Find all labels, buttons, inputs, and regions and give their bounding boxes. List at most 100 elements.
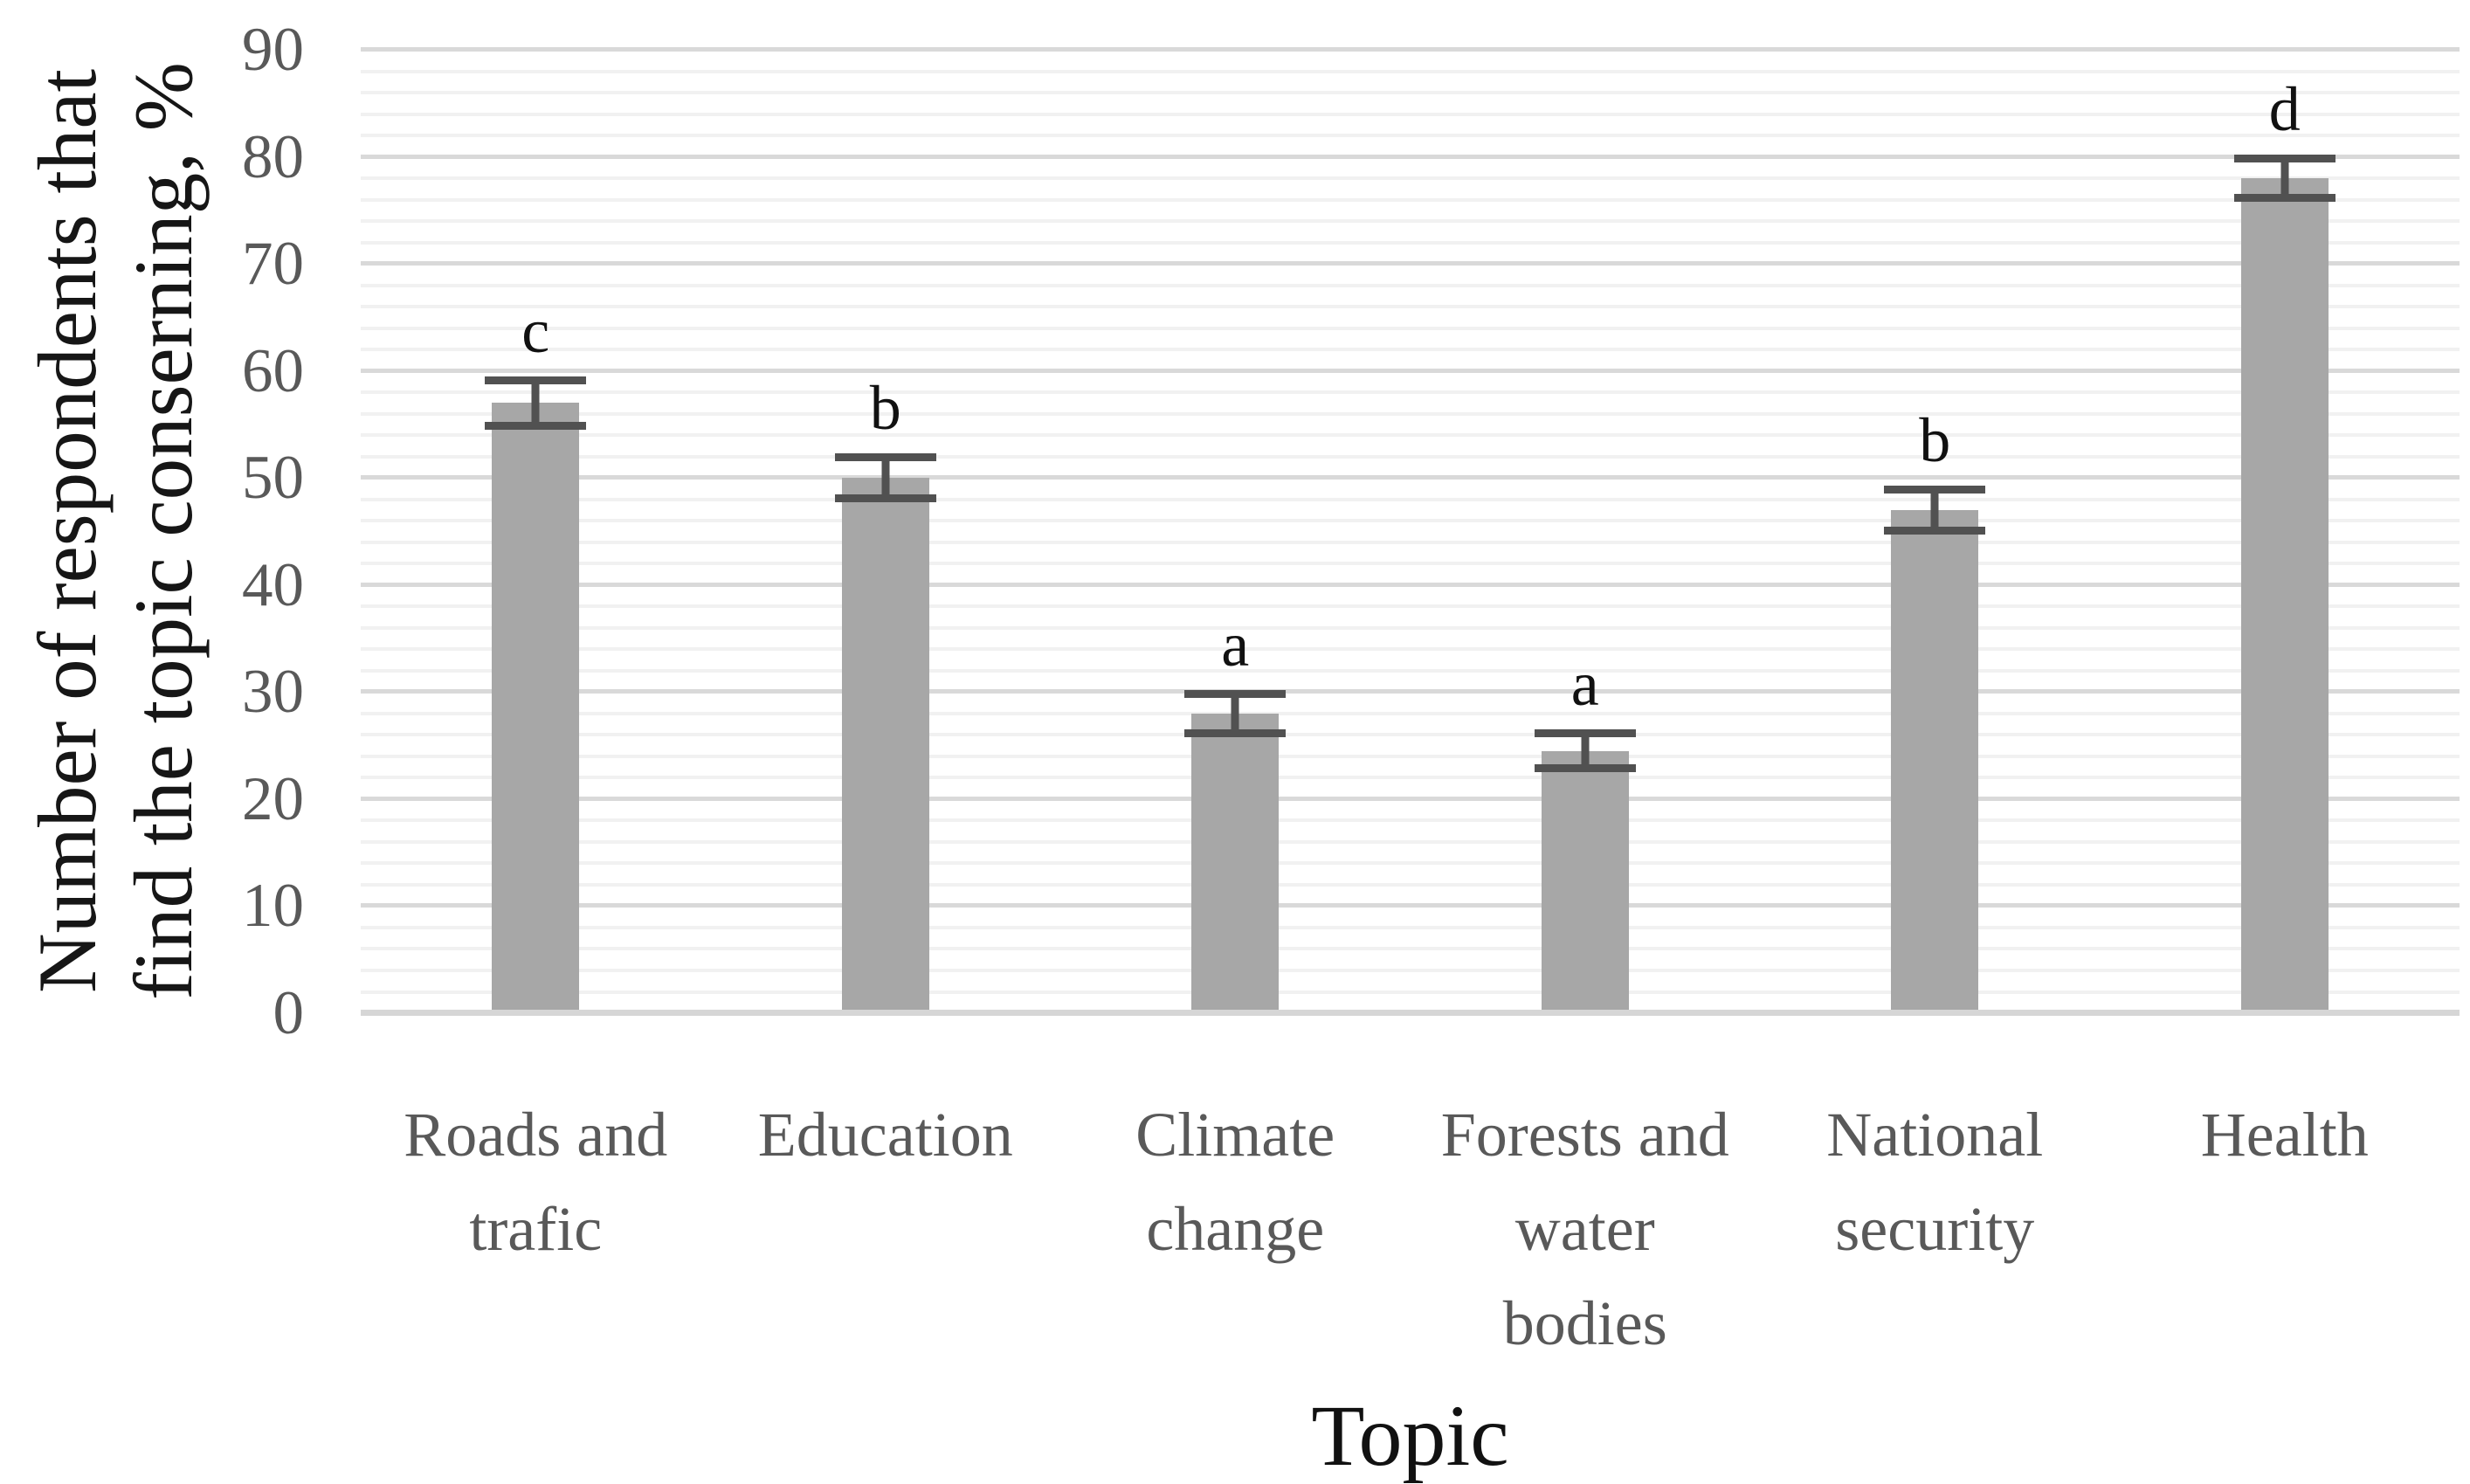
y-tick-label: 30 — [242, 658, 304, 727]
minor-gridline — [361, 711, 2460, 715]
bar-health — [2240, 178, 2329, 1013]
minor-gridline — [361, 454, 2460, 459]
minor-gridline — [361, 176, 2460, 181]
minor-gridline — [361, 283, 2460, 287]
minor-gridline — [361, 433, 2460, 438]
minor-gridline — [361, 219, 2460, 224]
bar-slot: b — [711, 50, 1061, 1013]
minor-gridline — [361, 668, 2460, 673]
major-gridline — [361, 796, 2460, 801]
y-tick-label: 70 — [242, 230, 304, 299]
minor-gridline — [361, 776, 2460, 780]
significance-letter: a — [1570, 649, 1599, 720]
error-bar-cap-top — [1184, 689, 1287, 698]
y-axis-tick-labels: 0 10 20 30 40 50 60 70 80 90 — [0, 18, 304, 1045]
minor-gridline — [361, 305, 2460, 309]
error-bar-cap-top — [1884, 485, 1986, 494]
minor-gridline — [361, 497, 2460, 501]
minor-gridline — [361, 733, 2460, 737]
major-gridline — [361, 582, 2460, 587]
error-bar-cap-bottom — [485, 422, 587, 431]
minor-gridline — [361, 818, 2460, 823]
bar-national-security — [1891, 510, 1979, 1013]
minor-gridline — [361, 647, 2460, 652]
bar-slot: a — [1411, 50, 1761, 1013]
category-label-line: water — [1514, 1194, 1655, 1264]
error-bar — [1884, 485, 1986, 535]
bar-climate-change — [1191, 713, 1280, 1013]
bar-education — [841, 478, 929, 1013]
major-gridline — [361, 47, 2460, 52]
y-tick-label: 90 — [242, 16, 304, 84]
category-label-line: trafic — [469, 1194, 603, 1264]
minor-gridline — [361, 411, 2460, 416]
error-bar-cap-bottom — [1534, 764, 1636, 773]
y-tick-label: 50 — [242, 444, 304, 513]
significance-letter: d — [2268, 74, 2301, 145]
bar-slot: a — [1060, 50, 1411, 1013]
minor-gridline — [361, 861, 2460, 866]
bar-roads-and-trafic — [492, 403, 580, 1013]
bar-slot: d — [2110, 50, 2460, 1013]
minor-gridline — [361, 91, 2460, 95]
error-bar-cap-bottom — [2233, 194, 2335, 203]
category-label-line: bodies — [1502, 1288, 1667, 1358]
significance-letter: b — [869, 373, 901, 444]
minor-gridline — [361, 990, 2460, 994]
error-bar-cap-top — [1534, 729, 1636, 738]
bar-slot: c — [361, 50, 711, 1013]
minor-gridline — [361, 69, 2460, 73]
error-bar — [1534, 729, 1636, 773]
y-tick-label: 40 — [242, 550, 304, 619]
minor-gridline — [361, 925, 2460, 929]
error-bar — [2233, 155, 2335, 203]
category-label: Education — [711, 1087, 1061, 1182]
minor-gridline — [361, 519, 2460, 523]
minor-gridline — [361, 625, 2460, 630]
minor-gridline — [361, 197, 2460, 202]
bar-forests-and-water-bodies — [1541, 750, 1629, 1013]
minor-gridline — [361, 348, 2460, 352]
category-label: National security — [1760, 1087, 2110, 1276]
significance-letter: b — [1919, 404, 1951, 475]
error-bar-cap-bottom — [834, 494, 936, 503]
error-bar-stem — [1231, 689, 1239, 737]
category-label-line: Forests and — [1440, 1100, 1729, 1170]
y-tick-label: 80 — [242, 122, 304, 191]
major-gridline — [361, 261, 2460, 266]
bar-slot: b — [1760, 50, 2110, 1013]
major-gridline — [361, 368, 2460, 373]
major-gridline — [361, 154, 2460, 159]
x-axis-title: Topic — [1311, 1387, 1509, 1484]
minor-gridline — [361, 390, 2460, 395]
category-label-line: Roads and — [404, 1100, 668, 1170]
minor-gridline — [361, 839, 2460, 844]
x-axis-line — [361, 1010, 2460, 1016]
minor-gridline — [361, 112, 2460, 116]
minor-gridline — [361, 240, 2460, 245]
error-bar-cap-top — [2233, 155, 2335, 163]
category-label: Forests and water bodies — [1411, 1087, 1761, 1370]
error-bar-stem — [1930, 485, 1939, 535]
minor-gridline — [361, 754, 2460, 758]
error-bar-cap-top — [834, 453, 936, 462]
minor-gridline — [361, 326, 2460, 330]
error-bar — [485, 376, 587, 431]
minor-gridline — [361, 882, 2460, 887]
minor-gridline — [361, 562, 2460, 566]
error-bar-stem — [2280, 155, 2289, 203]
category-label: Health — [2110, 1087, 2460, 1182]
y-tick-label: 10 — [242, 872, 304, 941]
major-gridline — [361, 903, 2460, 908]
category-label-line: security — [1835, 1194, 2035, 1264]
y-tick-label: 0 — [273, 979, 305, 1047]
minor-gridline — [361, 604, 2460, 609]
significance-letter: c — [521, 295, 550, 366]
significance-letter: a — [1221, 609, 1250, 680]
minor-gridline — [361, 540, 2460, 544]
minor-gridline — [361, 947, 2460, 951]
error-bar-stem — [881, 453, 890, 503]
major-gridline — [361, 689, 2460, 694]
plot-area: c b a a b d — [361, 47, 2460, 1016]
